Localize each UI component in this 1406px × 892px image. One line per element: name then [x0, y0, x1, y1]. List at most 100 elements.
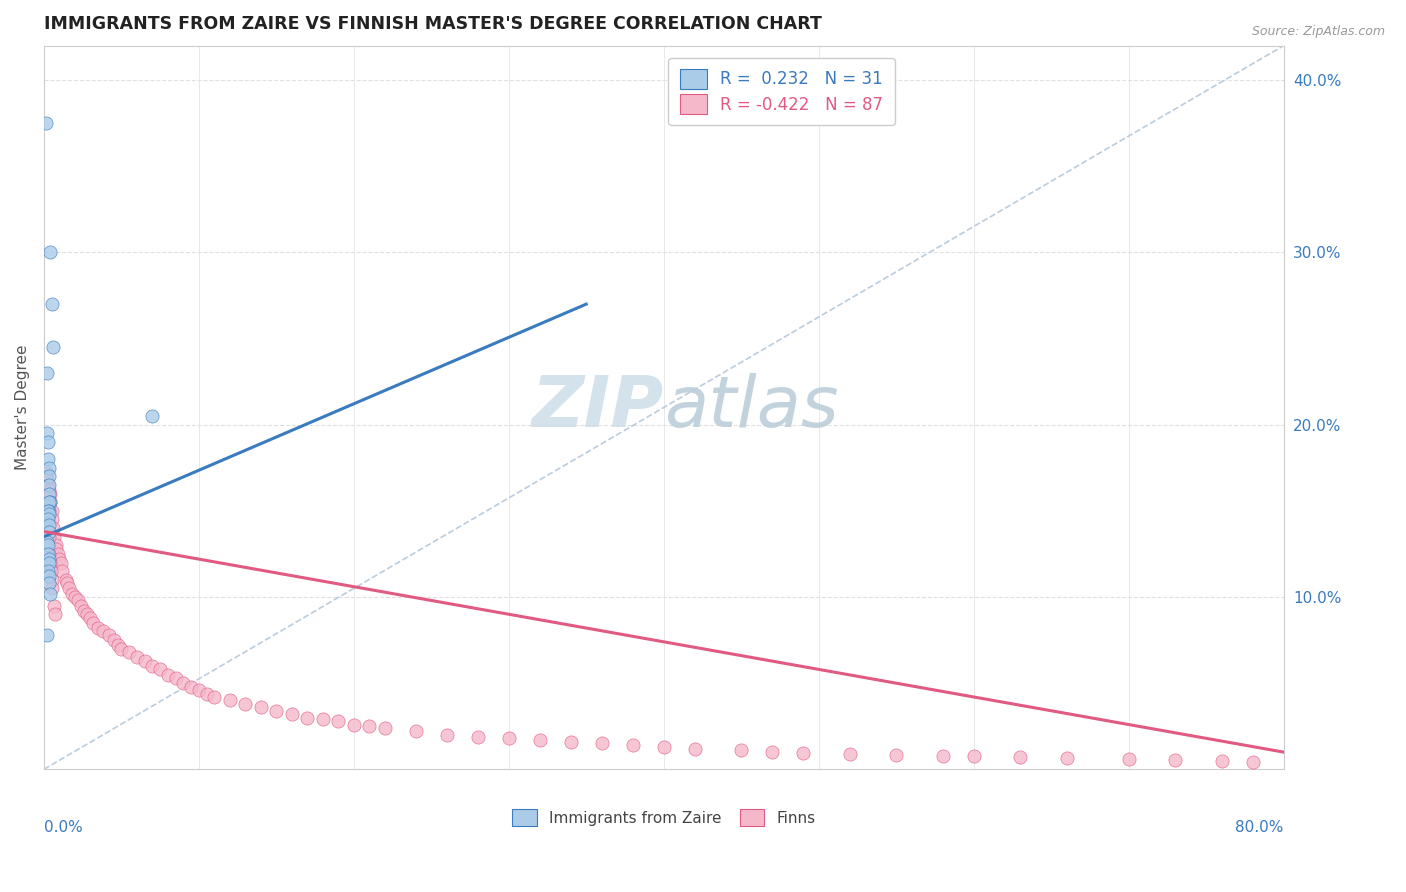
Point	[498, 731, 520, 746]
Point	[35, 534, 58, 549]
Point	[38, 547, 60, 561]
Point	[156, 667, 179, 681]
Point	[38, 524, 60, 539]
Point	[621, 738, 644, 752]
Point	[266, 704, 288, 718]
Point	[58, 582, 80, 596]
Point	[73, 604, 96, 618]
Point	[125, 650, 148, 665]
Point	[42, 599, 65, 613]
Point	[76, 607, 98, 622]
Text: atlas: atlas	[664, 373, 838, 442]
Point	[41, 297, 63, 311]
Point	[37, 504, 59, 518]
Point	[37, 512, 59, 526]
Point	[761, 745, 783, 759]
Point	[55, 573, 77, 587]
Point	[66, 593, 89, 607]
Point	[38, 486, 60, 500]
Legend: Immigrants from Zaire, Finns: Immigrants from Zaire, Finns	[505, 801, 823, 834]
Point	[44, 530, 66, 544]
Point	[35, 466, 58, 480]
Point	[250, 700, 273, 714]
Point	[281, 707, 304, 722]
Point	[141, 659, 163, 673]
Point	[38, 576, 60, 591]
Point	[374, 721, 396, 735]
Point	[962, 749, 984, 764]
Point	[683, 741, 706, 756]
Point	[884, 747, 907, 762]
Text: IMMIGRANTS FROM ZAIRE VS FINNISH MASTER'S DEGREE CORRELATION CHART: IMMIGRANTS FROM ZAIRE VS FINNISH MASTER'…	[44, 15, 821, 33]
Point	[38, 460, 60, 475]
Point	[38, 504, 60, 518]
Point	[37, 473, 59, 487]
Point	[1010, 750, 1032, 764]
Point	[38, 495, 60, 509]
Point	[436, 728, 458, 742]
Point	[165, 671, 187, 685]
Point	[91, 624, 114, 639]
Point	[39, 564, 62, 578]
Point	[38, 508, 60, 522]
Point	[98, 628, 121, 642]
Point	[405, 724, 427, 739]
Text: ZIP: ZIP	[531, 373, 664, 442]
Point	[37, 564, 59, 578]
Point	[37, 547, 59, 561]
Point	[838, 747, 860, 761]
Point	[467, 730, 489, 744]
Point	[529, 733, 551, 747]
Point	[38, 569, 60, 583]
Point	[70, 599, 93, 613]
Point	[187, 683, 209, 698]
Point	[1164, 753, 1187, 767]
Point	[37, 628, 59, 642]
Point	[38, 495, 60, 509]
Point	[1118, 752, 1140, 766]
Point	[38, 478, 60, 492]
Point	[730, 743, 752, 757]
Point	[297, 711, 319, 725]
Point	[38, 517, 60, 532]
Point	[45, 541, 67, 556]
Point	[560, 735, 582, 749]
Point	[343, 717, 366, 731]
Point	[107, 638, 129, 652]
Text: Source: ZipAtlas.com: Source: ZipAtlas.com	[1251, 25, 1385, 38]
Point	[37, 434, 59, 449]
Point	[49, 556, 72, 570]
Point	[44, 538, 66, 552]
Point	[38, 556, 60, 570]
Point	[328, 714, 350, 728]
Point	[39, 245, 62, 260]
Point	[312, 712, 335, 726]
Point	[118, 645, 141, 659]
Point	[38, 530, 60, 544]
Point	[180, 680, 202, 694]
Point	[38, 586, 60, 600]
Point	[37, 426, 59, 441]
Point	[172, 676, 194, 690]
Point	[652, 739, 675, 754]
Point	[792, 746, 814, 760]
Point	[87, 621, 110, 635]
Point	[82, 615, 104, 630]
Point	[38, 469, 60, 483]
Point	[56, 576, 79, 591]
Point	[41, 582, 63, 596]
Point	[591, 736, 613, 750]
Point	[38, 486, 60, 500]
Point	[35, 366, 58, 380]
Point	[41, 512, 63, 526]
Text: 0.0%: 0.0%	[44, 820, 83, 835]
Point	[103, 633, 125, 648]
Point	[60, 586, 83, 600]
Point	[1241, 755, 1264, 769]
Point	[233, 697, 256, 711]
Point	[41, 573, 63, 587]
Point	[37, 478, 59, 492]
Point	[149, 662, 172, 676]
Point	[42, 340, 65, 354]
Point	[51, 564, 73, 578]
